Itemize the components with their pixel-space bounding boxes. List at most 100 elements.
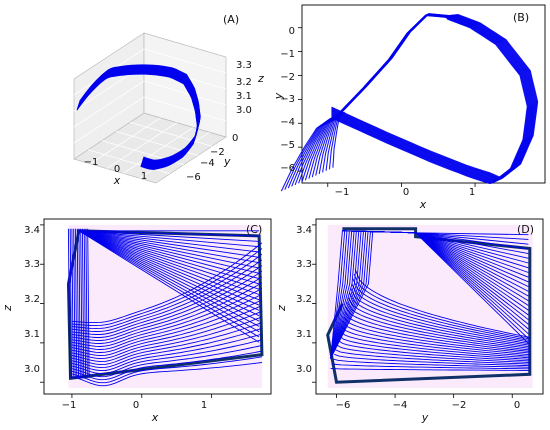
panel-d-y-tick-label: 3.0 <box>296 364 312 375</box>
panel-c-trajectory-lower <box>71 293 263 350</box>
panel-b-y-tick-labels: 0 −1 −2 −3 −4 −5 −6 <box>280 26 295 174</box>
panel-d-trajectory-lower <box>330 367 530 371</box>
panel-b-attractor-curve <box>280 13 539 192</box>
panel-c-trajectory-upper <box>78 230 260 295</box>
panel-c-trajectory-edge <box>69 228 73 379</box>
panel-a-gridline <box>106 122 178 169</box>
panel-a-attractor-curve <box>76 64 201 170</box>
panel-d-y-tick-label: 3.1 <box>296 329 312 340</box>
panel-a-x-label: x <box>113 174 121 187</box>
panel-a-z-ticks: 3.3 3.2 3.1 3.0 <box>236 60 252 116</box>
panel-c-trajectory-upper <box>78 230 260 306</box>
panel-c-attractor-curve <box>66 224 264 389</box>
panel-d-trajectory-lower <box>351 283 530 343</box>
panel-a-y-tick: −2 <box>210 147 225 158</box>
panel-c-x-tick-label: 0 <box>133 400 139 411</box>
panel-c-trajectory-lower <box>71 270 263 338</box>
panel-c-trajectory-edge <box>80 228 83 379</box>
panel-c-trajectory-lower <box>71 322 263 366</box>
panel-d-x-tick-labels: −6 −4 −2 0 <box>336 400 521 411</box>
panel-c-trajectory-upper <box>78 230 260 317</box>
panel-c-trajectory-upper <box>78 230 260 258</box>
panel-c-trajectory-upper <box>78 230 260 237</box>
panel-c-trajectory-upper <box>78 230 260 290</box>
panel-c-trajectory-lower <box>71 356 262 384</box>
panel-c-trajectory-lower <box>71 305 263 357</box>
panel-d-trajectory-lower <box>337 339 530 362</box>
panel-d-trajectory-upper <box>342 230 529 344</box>
panel-d: −6 −4 −2 0 3.0 3.1 3.2 3.3 3.4 y z (D) <box>275 218 544 424</box>
panel-d-trajectory-lower <box>346 302 530 349</box>
panel-c-trajectory-upper <box>78 230 260 264</box>
panel-d-trajectory-lower <box>345 306 530 351</box>
panel-c-trajectory-edge <box>76 228 80 379</box>
panel-a-gridline <box>143 48 227 74</box>
panel-d-trajectory-lower <box>332 358 530 368</box>
panel-d-x-tick-label: −4 <box>393 400 408 411</box>
panel-c: −1 0 1 3.0 3.1 3.2 3.3 3.4 x z (C) <box>1 218 272 424</box>
panel-d-label: (D) <box>517 223 534 236</box>
panel-d-trajectory-lower <box>335 349 530 365</box>
panel-c-trajectory-lower <box>71 344 263 378</box>
panel-d-trajectory-edge <box>330 230 364 359</box>
panel-b-y-tick-label: −4 <box>280 117 295 128</box>
panel-c-trajectory-lower <box>71 265 263 335</box>
panel-a-z-tick: 3.3 <box>236 60 252 71</box>
panel-c-trajectory-upper <box>78 230 260 253</box>
panel-c-trajectory-upper <box>78 230 260 285</box>
panel-d-y-tick-label: 3.3 <box>296 259 312 270</box>
panel-c-trajectory-edge <box>83 228 87 379</box>
panel-a-y-label: y <box>223 155 231 168</box>
panel-d-trajectory-lower <box>342 320 530 356</box>
panel-c-trajectory-upper <box>78 230 260 269</box>
panel-b-axes-frame <box>301 4 546 184</box>
panel-d-trajectory-edge <box>330 230 369 359</box>
panel-b-x-tick-label: 0 <box>403 187 409 198</box>
panel-d-trajectory-lower <box>354 269 530 338</box>
panel-c-y-tick-label: 3.2 <box>24 294 40 305</box>
panel-c-trajectory-lower <box>71 339 263 375</box>
panel-d-trajectory-lower <box>331 363 530 370</box>
panel-b-x-tick-label: −1 <box>335 187 350 198</box>
panel-d-trajectory-lower <box>340 325 530 357</box>
panel-a-x-tick: −1 <box>84 157 99 168</box>
panel-b-y-tick-label: −3 <box>280 94 295 105</box>
panel-c-trajectory-edge <box>78 228 81 379</box>
panel-b-y-tick-label: −2 <box>280 72 295 83</box>
panel-d-trajectory-lower <box>334 353 530 367</box>
panel-c-x-tick-label: 1 <box>201 400 207 411</box>
panel-b-x-tick-labels: −1 0 1 <box>335 187 476 198</box>
panel-d-trajectory-edge <box>330 230 346 359</box>
panel-c-y-label: z <box>1 305 14 312</box>
panel-d-ticks <box>312 224 513 398</box>
panel-c-trajectory-upper <box>78 230 260 242</box>
panel-c-trajectory-upper <box>78 230 260 274</box>
panel-c-x-tick-label: −1 <box>62 400 77 411</box>
panel-d-trajectory-lower <box>349 292 530 346</box>
panel-a-x-ticks: −1 0 1 <box>84 157 148 182</box>
panel-c-trajectory-lower <box>71 327 263 369</box>
panel-d-trajectory-edge <box>330 230 362 359</box>
panel-b-y-tick-label: −1 <box>280 49 295 60</box>
panel-c-trajectory-lower <box>71 282 263 344</box>
panel-d-y-tick-label: 3.2 <box>296 294 312 305</box>
panel-d-trajectory-edge <box>330 230 357 359</box>
panel-c-trajectory-edge <box>67 228 71 379</box>
panel-c-trajectory-upper <box>78 230 260 327</box>
panel-a-3d-box <box>73 32 227 184</box>
panel-d-trajectory-edge <box>330 230 371 359</box>
panel-c-trajectory-edge <box>74 228 78 379</box>
panel-c-trajectory-edge <box>85 228 88 379</box>
panel-c-trajectory-lower <box>71 259 263 332</box>
panel-a-y-tick: −4 <box>200 158 215 169</box>
panel-d-trajectory-edge <box>330 230 350 359</box>
panel-c-y-tick-label: 3.0 <box>24 364 40 375</box>
panel-d-trajectory-edge <box>330 230 353 359</box>
panel-d-trajectory-edge <box>330 230 374 359</box>
panel-d-trajectory-edge <box>330 230 367 359</box>
panel-c-trajectory-lower <box>71 248 263 327</box>
panel-c-label: (C) <box>246 223 262 236</box>
panel-a-z-tick: 3.1 <box>236 91 252 102</box>
panel-a: −1 0 1 x 0 −2 −4 −6 y 3.3 3.2 3.1 3.0 z … <box>73 13 264 187</box>
